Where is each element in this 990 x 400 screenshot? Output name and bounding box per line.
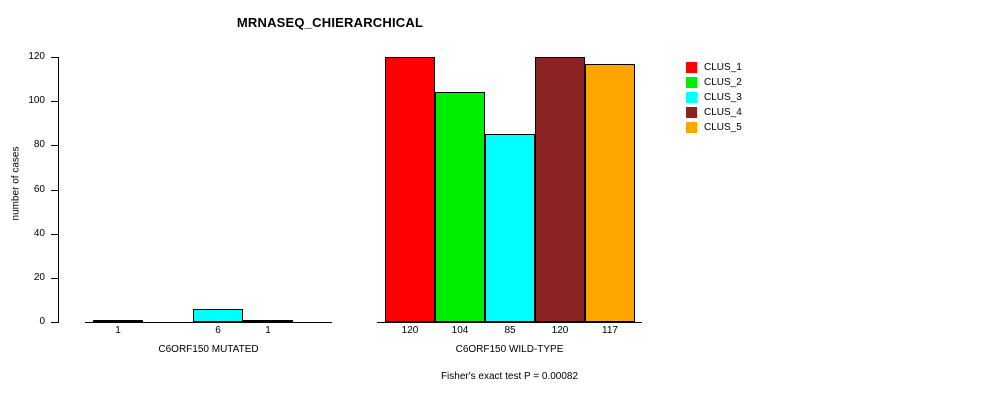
group-label-mutated: C6ORF150 MUTATED [158,344,259,355]
group-label-wildtype: C6ORF150 WILD-TYPE [455,344,564,355]
legend-label: CLUS_3 [704,92,742,103]
legend-item[interactable]: CLUS_1 [686,60,742,75]
bar-value-label: 120 [401,325,419,336]
legend-item[interactable]: CLUS_2 [686,75,742,90]
bar [93,319,143,322]
bar [485,134,535,322]
bar-value-label: 120 [551,325,569,336]
y-tick-mark [51,322,58,323]
y-tick-label: 40 [33,227,45,239]
bar-value-label: 104 [451,325,469,336]
chart-title: MRNASEQ_CHIERARCHICAL [236,15,424,30]
y-axis-line [58,57,59,323]
bar [193,308,243,322]
bar-value-label: 6 [215,325,221,336]
y-tick-label: 80 [33,139,45,151]
legend-swatch-icon [686,122,697,133]
bar [585,63,635,322]
legend-swatch-icon [686,77,697,88]
y-tick-label: 120 [28,51,45,62]
legend-label: CLUS_1 [704,62,742,73]
legend-label: CLUS_2 [704,77,742,88]
legend-item[interactable]: CLUS_4 [686,105,742,120]
y-tick-label: 60 [33,183,45,195]
legend-swatch-icon [686,62,697,73]
legend-swatch-icon [686,107,697,118]
y-tick-label: 20 [33,271,45,283]
y-tick-label: 0 [39,316,45,327]
bar [435,92,485,322]
bar [243,319,293,322]
bar-value-label: 1 [115,325,121,336]
fisher-test-annotation: Fisher's exact test P = 0.00082 [440,371,579,382]
bar-value-label: 1 [265,325,271,336]
y-tick-mark [51,277,58,279]
x-axis-line-mutated [85,322,332,323]
legend-swatch-icon [686,92,697,103]
bar-value-label: 85 [504,325,516,336]
bar [385,57,435,322]
legend: CLUS_1 CLUS_2 CLUS_3 CLUS_4 CLUS_5 [686,60,742,135]
y-tick-mark [51,145,58,147]
y-tick-mark [51,189,58,191]
y-tick-label: 100 [28,95,45,107]
legend-label: CLUS_4 [704,107,742,118]
legend-label: CLUS_5 [704,122,742,133]
legend-item[interactable]: CLUS_5 [686,120,742,135]
bar-value-label: 117 [602,325,618,336]
bar [535,57,585,322]
y-tick-mark [51,101,58,103]
y-tick-mark [51,233,58,235]
y-tick-mark [51,57,58,58]
legend-item[interactable]: CLUS_3 [686,90,742,105]
x-axis-line-wildtype [377,322,642,323]
